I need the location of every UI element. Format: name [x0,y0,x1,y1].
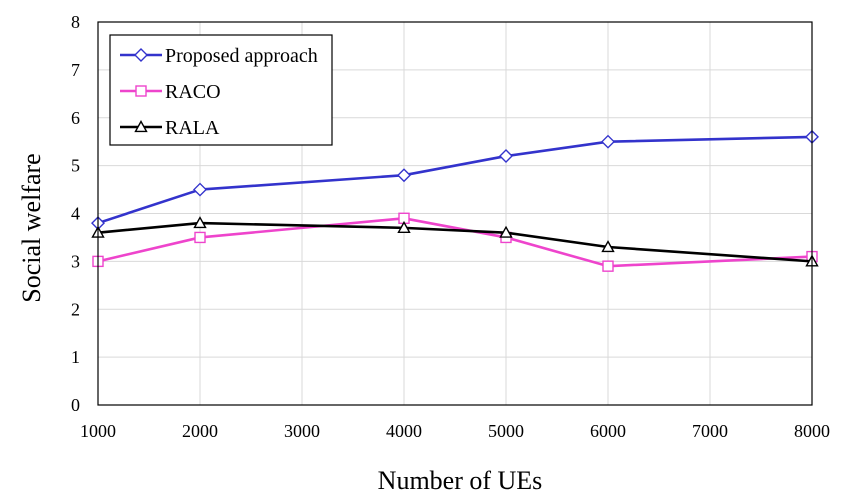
legend-marker [134,48,148,62]
legend-marker [134,120,148,133]
series-line [97,216,813,268]
legend-item: RALA [120,117,220,139]
data-point [499,225,513,238]
data-point [601,134,615,149]
x-tick-label: 7000 [692,421,728,441]
legend-label: RACO [165,81,221,103]
data-point [193,182,207,197]
y-tick-label: 1 [71,347,80,367]
x-tick-label: 1000 [80,421,116,441]
x-tick-label: 4000 [386,421,422,441]
data-point [601,240,615,253]
legend-label: Proposed approach [165,45,318,67]
y-tick-label: 5 [71,156,80,176]
x-tick-label: 6000 [590,421,626,441]
y-tick-label: 3 [71,251,80,271]
axes: 0 1 2 3 4 5 6 7 8 1000 2000 3000 4000 5000 6000 7000 800… [71,12,830,441]
y-axis-title: Social welfare [17,153,46,302]
y-tick-label: 0 [71,395,80,415]
y-tick-label: 8 [71,12,80,32]
data-point [193,216,207,229]
y-tick-label: 2 [71,299,80,319]
data-point [194,231,206,244]
y-tick-label: 7 [71,60,80,80]
data-point [499,149,513,164]
data-point [602,260,614,272]
y-tick-label: 4 [71,204,80,224]
x-axis-title: Number of UEs [378,466,543,495]
legend: Proposed approach RACO RALA [109,34,333,146]
data-point [397,168,411,183]
plot-area-border [97,21,813,406]
series-line [97,135,813,225]
x-tick-label: 5000 [488,421,524,441]
y-tick-label: 6 [71,108,80,128]
legend-item: RACO [120,81,221,103]
x-tick-label: 2000 [182,421,218,441]
series-2 [91,216,819,267]
series-layer [91,129,819,272]
series-line [97,221,813,263]
legend-label: RALA [165,117,220,139]
x-tick-label: 3000 [284,421,320,441]
legend-marker [135,85,147,97]
data-point [397,220,411,233]
legend-item: Proposed approach [120,45,318,67]
series-0 [91,129,819,231]
x-tick-label: 8000 [794,421,830,441]
